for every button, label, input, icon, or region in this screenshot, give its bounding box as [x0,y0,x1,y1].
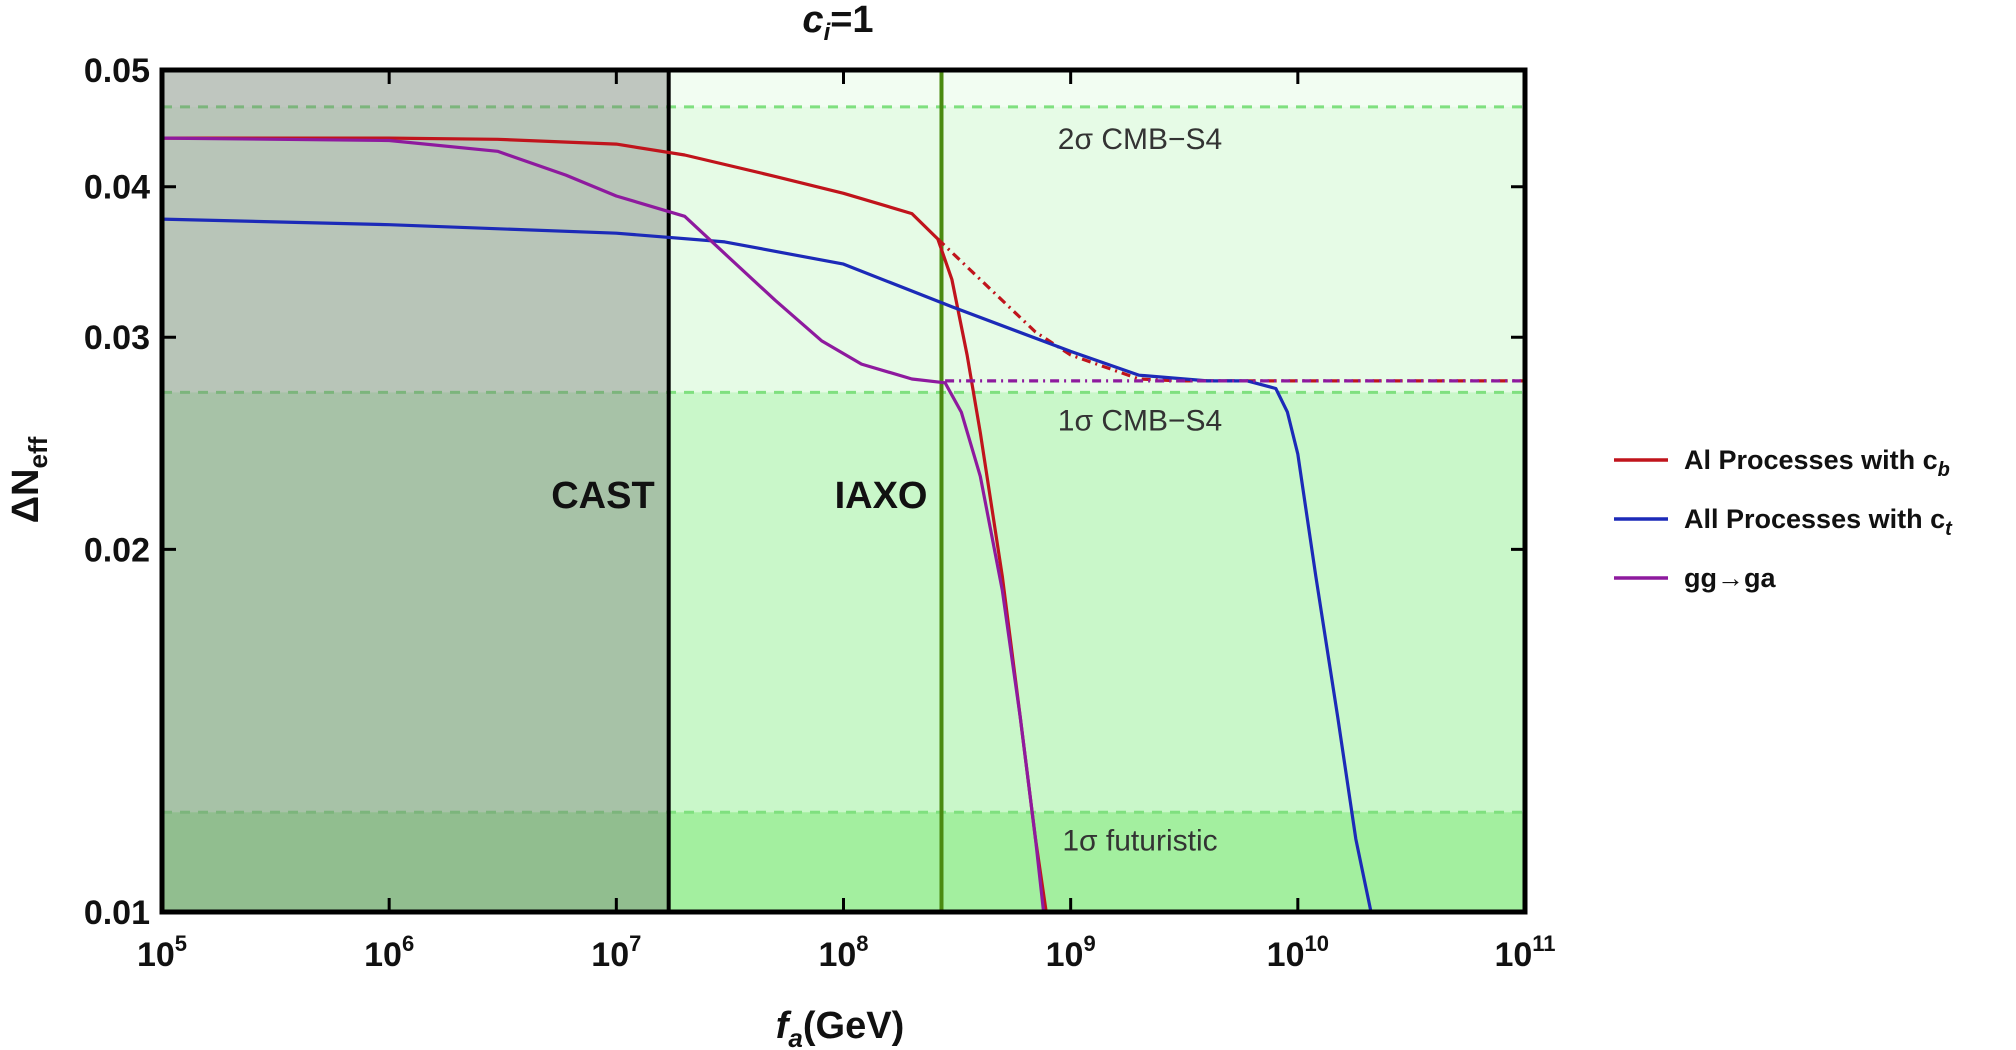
legend-label-2: gg→ga [1684,563,1776,593]
y-tick-label-3: 0.04 [84,169,150,207]
region-label-0: CAST [551,475,654,517]
x-axis-title: fa(GeV) [776,1005,904,1050]
legend: Al Processes with cb All Processes with c… [1614,445,1953,593]
x-tick-label-0: 105 [137,931,187,974]
region-label-1: IAXO [835,475,928,517]
legend-label-1: All Processes with ct [1684,504,1953,540]
legend-label-0: Al Processes with cb [1684,445,1950,481]
y-tick-label-2: 0.03 [84,319,150,357]
chart-title: ci=1 [802,0,873,46]
y-axis-title: ΔNeff [5,436,53,523]
band-label-0: 2σ CMB−S4 [1058,123,1222,156]
x-tick-label-5: 1010 [1267,931,1329,974]
y-tick-label-1: 0.02 [84,531,150,569]
x-tick-label-6: 1011 [1494,931,1555,974]
x-tick-label-1: 106 [364,931,414,974]
y-tick-label-0: 0.01 [84,894,150,932]
x-tick-label-3: 108 [818,931,868,974]
x-tick-label-4: 109 [1046,931,1096,974]
y-tick-label-4: 0.05 [84,52,150,90]
band-label-2: 1σ futuristic [1062,824,1217,857]
x-tick-label-2: 107 [591,931,641,974]
band-label-1: 1σ CMB−S4 [1058,404,1222,437]
